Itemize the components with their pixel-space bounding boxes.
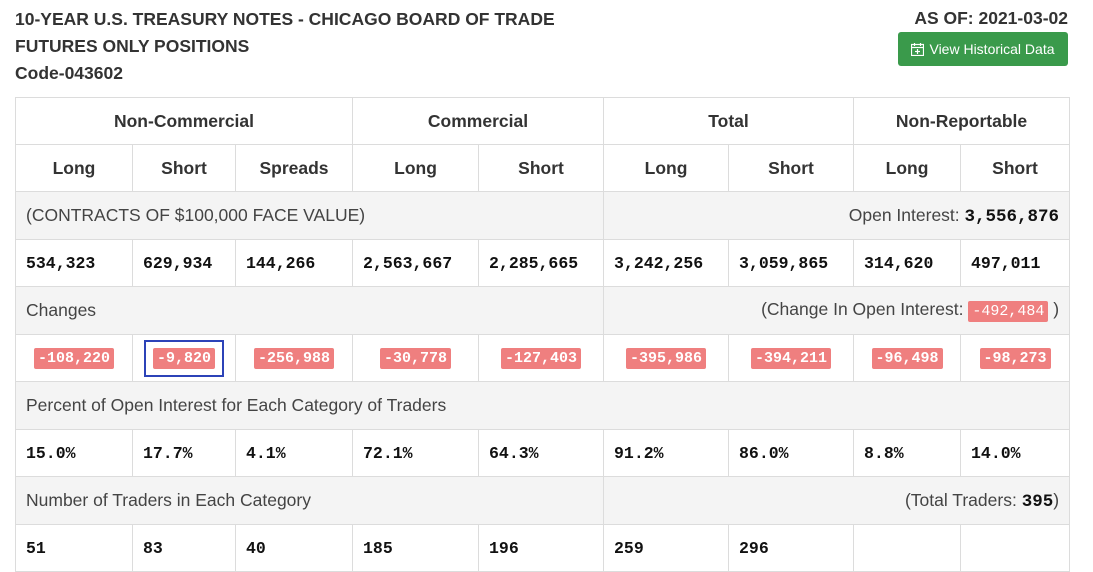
positions-table: Non-Commercial Commercial Total Non-Repo… (14, 97, 1071, 572)
group-header-non-commercial: Non-Commercial (14, 97, 354, 145)
traders-label: Number of Traders in Each Category (14, 476, 605, 525)
change-open-interest-cell: (Change In Open Interest: -492,484 ) (603, 286, 1071, 335)
subheader-nr-short: Short (960, 144, 1071, 192)
total-traders-close: ) (1053, 489, 1060, 510)
total-traders-value: 395 (1021, 491, 1054, 512)
group-header-total: Total (603, 97, 855, 145)
selection-highlight[interactable]: -9,820 (143, 339, 224, 377)
traders-com-short: 196 (478, 524, 605, 572)
change-badge: -96,498 (871, 347, 943, 369)
change-nr-short: -98,273 (960, 334, 1071, 382)
group-header-commercial: Commercial (352, 97, 605, 145)
percent-nr-long: 8.8% (853, 429, 962, 477)
view-historical-data-button[interactable]: View Historical Data (898, 32, 1068, 66)
subheader-nr-long: Long (853, 144, 962, 192)
calendar-plus-icon (911, 42, 925, 56)
table-row-changes: -108,220 -9,820 -256,988 -30,778 -127,40… (15, 334, 1071, 382)
subheader-com-long: Long (352, 144, 480, 192)
change-badge: -108,220 (33, 347, 114, 369)
contracts-nr-long: 314,620 (853, 239, 962, 287)
change-nr-long: -96,498 (853, 334, 962, 382)
percent-nc-spreads: 4.1% (234, 429, 354, 477)
traders-nr-short (960, 524, 1071, 572)
contracts-label-row: (CONTRACTS OF $100,000 FACE VALUE) Open … (14, 191, 1071, 240)
table-row-traders: 51 83 40 185 196 259 296 (15, 524, 1071, 572)
change-open-interest-close: ) (1048, 299, 1060, 319)
title-line-2: FUTURES ONLY POSITIONS (15, 36, 250, 56)
percent-com-long: 72.1% (352, 429, 480, 477)
percent-total-short: 86.0% (728, 429, 855, 477)
subheader-total-long: Long (603, 144, 730, 192)
traders-nc-spreads: 40 (234, 524, 354, 572)
subheader-com-short: Short (478, 144, 605, 192)
open-interest-label: Open Interest: (848, 204, 965, 225)
contracts-label: (CONTRACTS OF $100,000 FACE VALUE) (14, 191, 605, 240)
contracts-nc-long: 534,323 (15, 239, 133, 287)
percent-nr-short: 14.0% (960, 429, 1071, 477)
change-badge: -30,778 (380, 347, 452, 369)
traders-nc-long: 51 (15, 524, 133, 572)
total-traders-label: (Total Traders: (904, 489, 1022, 510)
sub-header-row: Long Short Spreads Long Short Long Short… (15, 144, 1071, 192)
percent-label: Percent of Open Interest for Each Catego… (14, 381, 1071, 430)
subheader-total-short: Short (728, 144, 855, 192)
contracts-com-long: 2,563,667 (352, 239, 480, 287)
change-com-short: -127,403 (478, 334, 605, 382)
open-interest-cell: Open Interest: 3,556,876 (603, 191, 1071, 240)
traders-total-short: 296 (728, 524, 855, 572)
table-row-contracts: 534,323 629,934 144,266 2,563,667 2,285,… (15, 239, 1071, 287)
change-badge: -256,988 (254, 347, 335, 369)
changes-label-row: Changes (Change In Open Interest: -492,4… (14, 286, 1071, 335)
report-title: 10-YEAR U.S. TREASURY NOTES - CHICAGO BO… (15, 6, 555, 87)
contracts-nc-short: 629,934 (132, 239, 236, 287)
change-badge: -127,403 (501, 347, 582, 369)
contracts-nc-spreads: 144,266 (234, 239, 354, 287)
change-nc-long: -108,220 (15, 334, 133, 382)
change-badge: -395,986 (626, 347, 707, 369)
percent-total-long: 91.2% (603, 429, 730, 477)
traders-com-long: 185 (352, 524, 480, 572)
traders-total-long: 259 (603, 524, 730, 572)
percent-label-row: Percent of Open Interest for Each Catego… (14, 381, 1071, 430)
as-of-date: AS OF: 2021-03-02 (914, 8, 1068, 28)
change-nc-spreads: -256,988 (234, 334, 354, 382)
change-total-short: -394,211 (728, 334, 855, 382)
table-row-percent: 15.0% 17.7% 4.1% 72.1% 64.3% 91.2% 86.0%… (15, 429, 1071, 477)
contracts-total-short: 3,059,865 (728, 239, 855, 287)
open-interest-value: 3,556,876 (964, 206, 1060, 227)
percent-com-short: 64.3% (478, 429, 605, 477)
group-header-non-reportable: Non-Reportable (853, 97, 1071, 145)
traders-label-row: Number of Traders in Each Category (Tota… (14, 476, 1071, 525)
change-open-interest-label: (Change In Open Interest: (761, 299, 969, 319)
traders-nc-short: 83 (132, 524, 236, 572)
title-line-1: 10-YEAR U.S. TREASURY NOTES - CHICAGO BO… (15, 9, 555, 29)
contracts-nr-short: 497,011 (960, 239, 1071, 287)
change-total-long: -395,986 (603, 334, 730, 382)
view-historical-data-label: View Historical Data (929, 41, 1055, 57)
contracts-total-long: 3,242,256 (603, 239, 730, 287)
subheader-nc-short: Short (132, 144, 236, 192)
percent-nc-long: 15.0% (15, 429, 133, 477)
change-badge: -9,820 (152, 347, 215, 369)
percent-nc-short: 17.7% (132, 429, 236, 477)
subheader-nc-spreads: Spreads (234, 144, 354, 192)
subheader-nc-long: Long (15, 144, 133, 192)
changes-label: Changes (14, 286, 605, 335)
traders-nr-long (853, 524, 962, 572)
change-badge: -98,273 (979, 347, 1051, 369)
group-header-row: Non-Commercial Commercial Total Non-Repo… (14, 97, 1071, 145)
change-badge: -394,211 (751, 347, 832, 369)
change-nc-short: -9,820 (132, 334, 236, 382)
contracts-com-short: 2,285,665 (478, 239, 605, 287)
change-open-interest-badge: -492,484 (968, 301, 1049, 322)
title-line-3: Code-043602 (15, 63, 123, 83)
total-traders-cell: (Total Traders: 395) (603, 476, 1071, 525)
change-com-long: -30,778 (352, 334, 480, 382)
